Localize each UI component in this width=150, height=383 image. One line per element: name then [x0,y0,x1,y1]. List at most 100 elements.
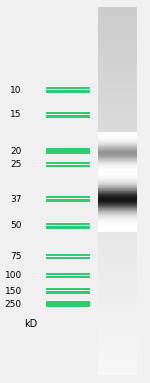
Bar [98,180,137,181]
Bar [98,190,137,191]
Bar [98,213,137,214]
Bar [98,175,137,176]
Bar [98,155,137,156]
Bar [98,214,137,215]
Bar [98,226,137,227]
Bar [98,197,137,198]
Bar [98,206,137,207]
Bar [98,156,137,157]
Text: 25: 25 [11,160,22,169]
Bar [98,193,137,194]
Bar [46,151,90,154]
Bar [46,288,90,290]
Bar [98,191,137,192]
Bar [98,199,137,200]
Bar [98,174,137,175]
Bar [98,201,137,202]
Bar [98,220,137,221]
Bar [98,157,137,158]
Bar [98,166,137,167]
Bar [46,276,90,278]
Bar [98,141,137,142]
Text: 10: 10 [10,85,22,95]
Bar [98,150,137,151]
Bar [98,231,137,232]
Bar [98,220,137,221]
Text: 20: 20 [11,147,22,156]
Text: 15: 15 [10,110,22,119]
Bar [98,132,137,133]
Bar [98,154,137,155]
Bar [98,202,137,203]
Bar [98,173,137,174]
Bar [98,204,137,205]
Bar [98,195,137,196]
Bar [98,148,137,149]
Bar [46,226,90,229]
Bar [98,172,137,173]
Bar [98,137,137,138]
Bar [46,165,90,167]
Bar [98,189,137,190]
Bar [98,207,137,208]
Bar [98,144,137,145]
Bar [98,197,137,198]
Bar [46,199,90,202]
Bar [98,210,137,211]
Bar [98,138,137,139]
Bar [98,171,137,172]
Text: 75: 75 [10,252,22,261]
Bar [98,135,137,136]
Bar [98,179,137,180]
Bar [98,159,137,160]
Bar [98,226,137,227]
Bar [98,186,137,187]
Bar [98,151,137,152]
Bar [98,170,137,171]
Bar [46,112,90,114]
Bar [46,87,90,89]
Bar [46,273,90,275]
Bar [98,178,137,179]
Bar [98,210,137,211]
Bar [98,160,137,161]
Bar [98,192,137,193]
Bar [98,167,137,168]
Bar [98,216,137,217]
Bar [98,196,137,197]
Bar [98,200,137,201]
Bar [98,207,137,208]
Bar [46,301,90,304]
Bar [98,134,137,135]
Bar [98,185,137,186]
Bar [98,212,137,213]
Bar [98,149,137,150]
Bar [98,223,137,224]
Bar [98,227,137,228]
Bar [98,221,137,222]
Bar [98,219,137,220]
Bar [98,183,137,184]
Bar [98,188,137,189]
Bar [98,168,137,169]
Bar [98,194,137,195]
Bar [98,201,137,202]
Bar [98,211,137,212]
Bar [98,222,137,223]
Bar [98,198,137,199]
Bar [98,176,137,177]
Bar [98,217,137,218]
Bar [98,174,137,175]
Text: kD: kD [24,319,37,329]
Bar [98,215,137,216]
Bar [98,209,137,210]
Bar [98,223,137,224]
Bar [98,163,137,164]
Bar [98,165,137,166]
Bar [98,136,137,137]
Bar [98,218,137,219]
Bar [98,143,137,144]
Bar [98,204,137,205]
Bar [98,208,137,209]
Bar [98,219,137,220]
